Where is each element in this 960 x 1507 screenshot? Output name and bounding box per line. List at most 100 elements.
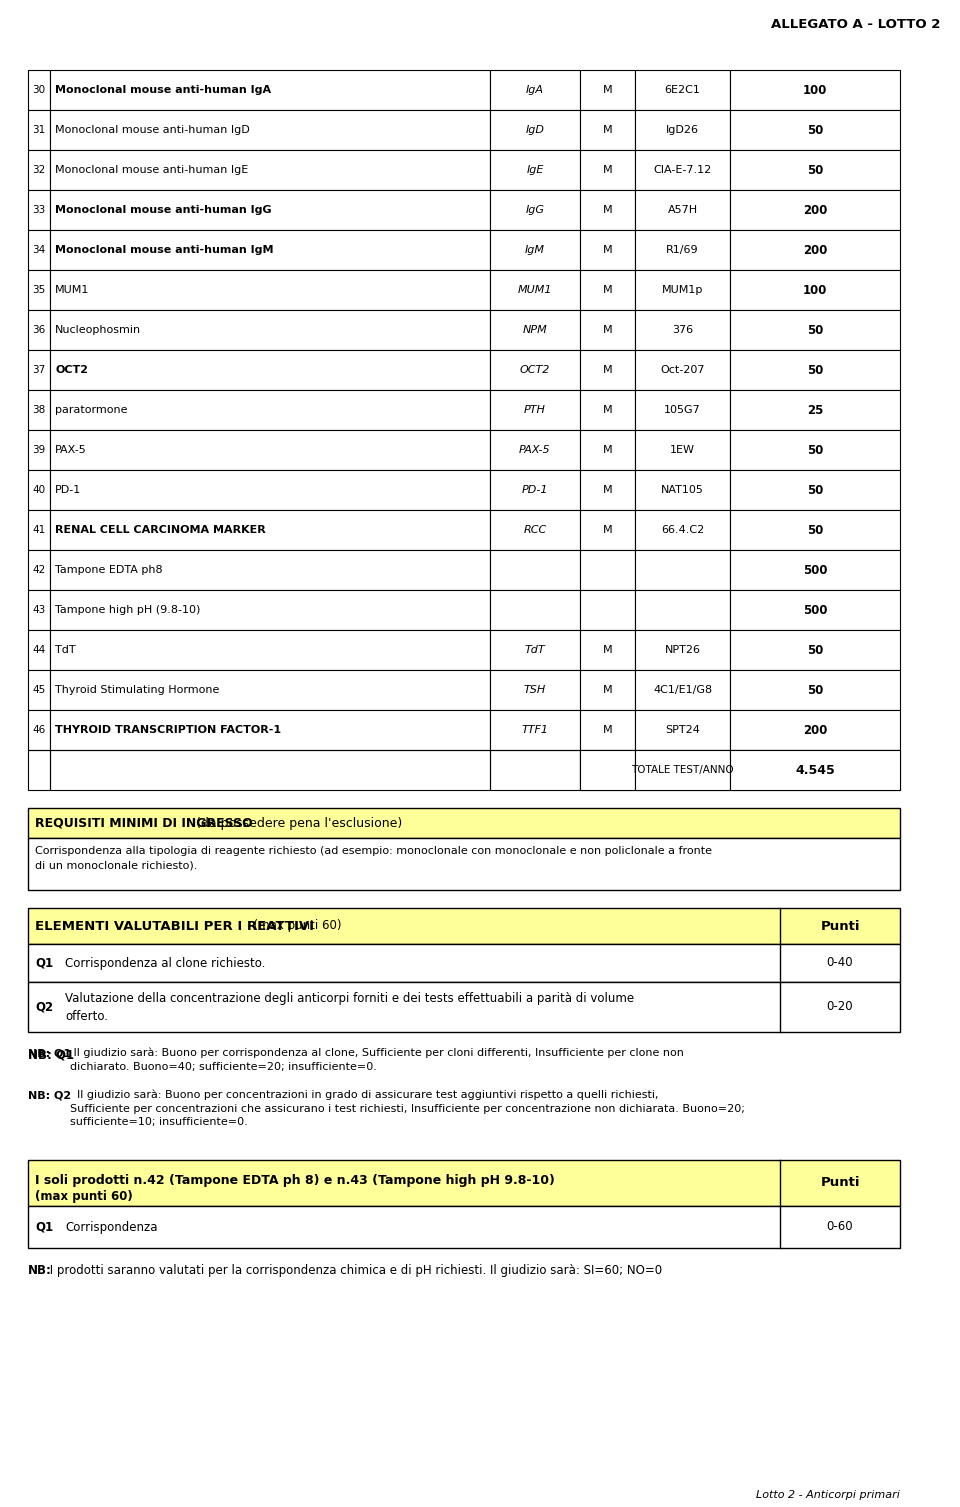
Text: 42: 42 <box>33 565 46 576</box>
Bar <box>580 69 635 110</box>
Bar <box>635 429 730 470</box>
Text: 500: 500 <box>803 564 828 577</box>
Bar <box>490 310 580 350</box>
Bar <box>730 591 900 630</box>
Text: 35: 35 <box>33 285 46 295</box>
Bar <box>50 110 490 151</box>
Bar <box>635 350 730 390</box>
Text: M: M <box>603 164 612 175</box>
Text: Monoclonal mouse anti-human IgM: Monoclonal mouse anti-human IgM <box>55 246 274 255</box>
Text: PTH: PTH <box>524 405 546 414</box>
Bar <box>490 350 580 390</box>
Bar <box>490 270 580 310</box>
Text: IgE: IgE <box>526 164 543 175</box>
Text: Tampone EDTA ph8: Tampone EDTA ph8 <box>55 565 162 576</box>
Text: OCT2: OCT2 <box>55 365 88 375</box>
Text: IgD26: IgD26 <box>666 125 699 136</box>
Bar <box>635 190 730 231</box>
Text: 44: 44 <box>33 645 46 656</box>
Text: M: M <box>603 725 612 735</box>
Text: RCC: RCC <box>523 524 546 535</box>
Bar <box>580 750 635 790</box>
Text: NB: Q2: NB: Q2 <box>28 1090 71 1100</box>
Text: M: M <box>603 645 612 656</box>
Bar <box>580 710 635 750</box>
Text: NB:: NB: <box>28 1264 52 1276</box>
Text: R1/69: R1/69 <box>666 246 699 255</box>
Bar <box>580 509 635 550</box>
Text: ALLEGATO A - LOTTO 2: ALLEGATO A - LOTTO 2 <box>771 18 940 32</box>
Text: 1EW: 1EW <box>670 445 695 455</box>
Bar <box>50 750 490 790</box>
Bar <box>730 231 900 270</box>
Bar <box>635 390 730 429</box>
Bar <box>580 350 635 390</box>
Text: A57H: A57H <box>667 205 698 216</box>
Bar <box>730 429 900 470</box>
Text: 4.545: 4.545 <box>795 764 835 776</box>
Bar <box>730 750 900 790</box>
Bar <box>580 110 635 151</box>
Bar <box>490 750 580 790</box>
Text: Corrispondenza: Corrispondenza <box>65 1221 157 1234</box>
Bar <box>635 69 730 110</box>
Text: 34: 34 <box>33 246 46 255</box>
Bar <box>635 270 730 310</box>
Text: NB: Q1: NB: Q1 <box>28 1047 74 1061</box>
Text: 30: 30 <box>33 84 45 95</box>
Text: TOTALE TEST/ANNO: TOTALE TEST/ANNO <box>631 766 733 775</box>
Text: I soli prodotti n.42 (Tampone EDTA ph 8) e n.43 (Tampone high pH 9.8-10): I soli prodotti n.42 (Tampone EDTA ph 8)… <box>35 1174 555 1188</box>
Text: IgD: IgD <box>525 125 544 136</box>
Text: 38: 38 <box>33 405 46 414</box>
Text: Il giudizio sarà: Buono per corrispondenza al clone, Sufficiente per cloni diffe: Il giudizio sarà: Buono per corrisponden… <box>70 1047 684 1071</box>
Bar <box>730 750 900 790</box>
Bar <box>28 390 50 429</box>
Text: 50: 50 <box>806 643 823 657</box>
Text: 50: 50 <box>806 163 823 176</box>
Text: Thyroid Stimulating Hormone: Thyroid Stimulating Hormone <box>55 686 220 695</box>
Text: Valutazione della concentrazione degli anticorpi forniti e dei tests effettuabil: Valutazione della concentrazione degli a… <box>65 992 635 1023</box>
Bar <box>730 270 900 310</box>
Text: paratormone: paratormone <box>55 405 128 414</box>
Text: IgM: IgM <box>525 246 545 255</box>
Text: 50: 50 <box>806 684 823 696</box>
Text: 0-60: 0-60 <box>827 1221 853 1234</box>
Text: Corrispondenza al clone richiesto.: Corrispondenza al clone richiesto. <box>65 957 265 969</box>
Text: IgG: IgG <box>525 205 544 216</box>
Text: 200: 200 <box>803 244 828 256</box>
Bar <box>490 630 580 671</box>
Bar <box>635 550 730 591</box>
Text: PAX-5: PAX-5 <box>55 445 86 455</box>
Bar <box>730 69 900 110</box>
Text: 25: 25 <box>806 404 823 416</box>
Bar <box>490 591 580 630</box>
Text: PD-1: PD-1 <box>55 485 82 494</box>
Bar <box>580 231 635 270</box>
Bar <box>50 710 490 750</box>
Text: TTF1: TTF1 <box>521 725 548 735</box>
Text: OCT2: OCT2 <box>519 365 550 375</box>
Text: 200: 200 <box>803 723 828 737</box>
Bar <box>730 509 900 550</box>
Bar <box>730 190 900 231</box>
Bar <box>28 350 50 390</box>
Text: 0-20: 0-20 <box>827 1001 853 1014</box>
Bar <box>730 470 900 509</box>
Text: 6E2C1: 6E2C1 <box>664 84 701 95</box>
Bar <box>28 1206 900 1248</box>
Text: 50: 50 <box>806 443 823 457</box>
Text: (max punti 60): (max punti 60) <box>246 919 342 933</box>
Text: CIA-E-7.12: CIA-E-7.12 <box>654 164 711 175</box>
Bar <box>730 151 900 190</box>
Text: Monoclonal mouse anti-human IgG: Monoclonal mouse anti-human IgG <box>55 205 272 216</box>
Text: Punti: Punti <box>820 919 860 933</box>
Text: M: M <box>603 246 612 255</box>
Bar <box>635 671 730 710</box>
Bar <box>490 550 580 591</box>
Text: 31: 31 <box>33 125 46 136</box>
Bar <box>490 151 580 190</box>
Bar <box>28 110 50 151</box>
Bar <box>28 808 900 838</box>
Bar <box>28 429 50 470</box>
Bar <box>28 270 50 310</box>
